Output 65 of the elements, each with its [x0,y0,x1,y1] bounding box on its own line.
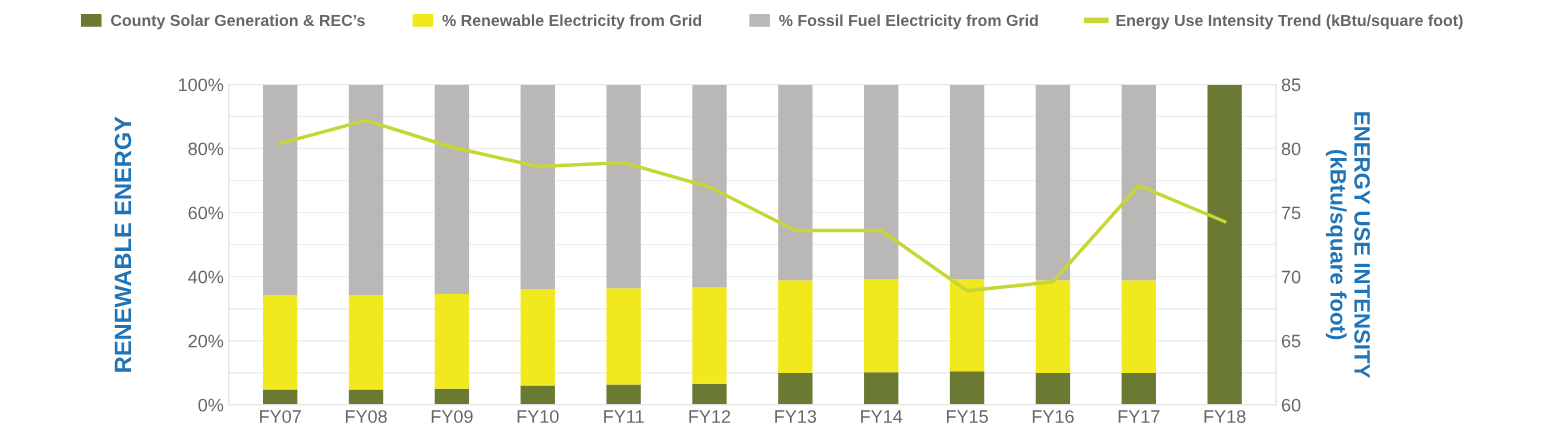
y-tick-label: 0% [198,398,224,412]
x-tick-label: FY13 [775,410,817,423]
bar [949,371,985,405]
line-series [278,118,1227,293]
y-tick-label: 40% [188,270,224,284]
bar [864,279,899,373]
y2-tick-label: 85 [1281,78,1301,92]
bar [1035,373,1071,405]
bar [606,384,641,405]
bar [864,372,899,405]
bar [348,389,384,405]
bar [778,373,813,405]
bar [606,288,641,385]
bar [864,84,899,280]
bar [692,84,727,288]
x-tick-label: FY17 [1118,410,1160,423]
y-axis-title: RENEWABLE ENERGY [114,116,132,372]
y-tick-label: 100% [179,78,224,92]
bar [520,385,555,405]
bar [778,280,813,374]
bar [434,84,470,294]
bar [1035,280,1071,374]
bar [692,287,727,384]
y2-tick-label: 70 [1281,270,1301,284]
y-tick-label: 80% [188,142,224,156]
y2-tick-label: 80 [1281,142,1301,156]
bar [778,84,813,281]
x-tick-label: FY15 [946,410,988,423]
x-tick-label: FY14 [861,410,903,423]
bar [949,84,985,280]
bar [434,293,470,389]
x-tick-label: FY11 [604,410,644,423]
bar [606,84,641,289]
bar [692,383,727,405]
y-tick-label: 60% [188,206,224,220]
legend-label: % Renewable Electricity from Grid [442,14,702,30]
bar [949,279,985,372]
legend-label: County Solar Generation & REC’s [111,14,365,30]
x-tick-label: FY18 [1204,410,1246,423]
y2-tick-label: 65 [1281,334,1301,348]
y2-tick-label: 60 [1281,398,1301,412]
x-tick-label: FY09 [431,410,473,423]
x-tick-label: FY10 [517,410,559,423]
x-tick-label: FY07 [260,410,301,423]
bar [263,295,298,390]
y-tick-label: 20% [188,334,224,348]
y2-axis-title: ENERGY USE INTENSITY (kBtu/square foot) [1325,112,1370,379]
y2-tick-label: 75 [1281,206,1301,220]
bar [434,388,470,405]
bar [1121,84,1156,281]
legend-label: Energy Use Intensity Trend (kBtu/square foot) [1116,14,1463,30]
legend-label: % Fossil Fuel Electricity from Grid [779,14,1038,30]
bar [1121,373,1156,405]
x-tick-label: FY12 [689,410,731,423]
bar [520,84,555,290]
bar [263,84,298,296]
bar [1207,84,1242,405]
bar [348,294,384,390]
bar [348,84,384,295]
bar [263,389,298,405]
x-tick-label: FY16 [1032,410,1074,423]
bar [1121,280,1156,374]
bar [1035,84,1071,281]
bar [520,289,555,386]
x-tick-label: FY08 [345,410,387,423]
